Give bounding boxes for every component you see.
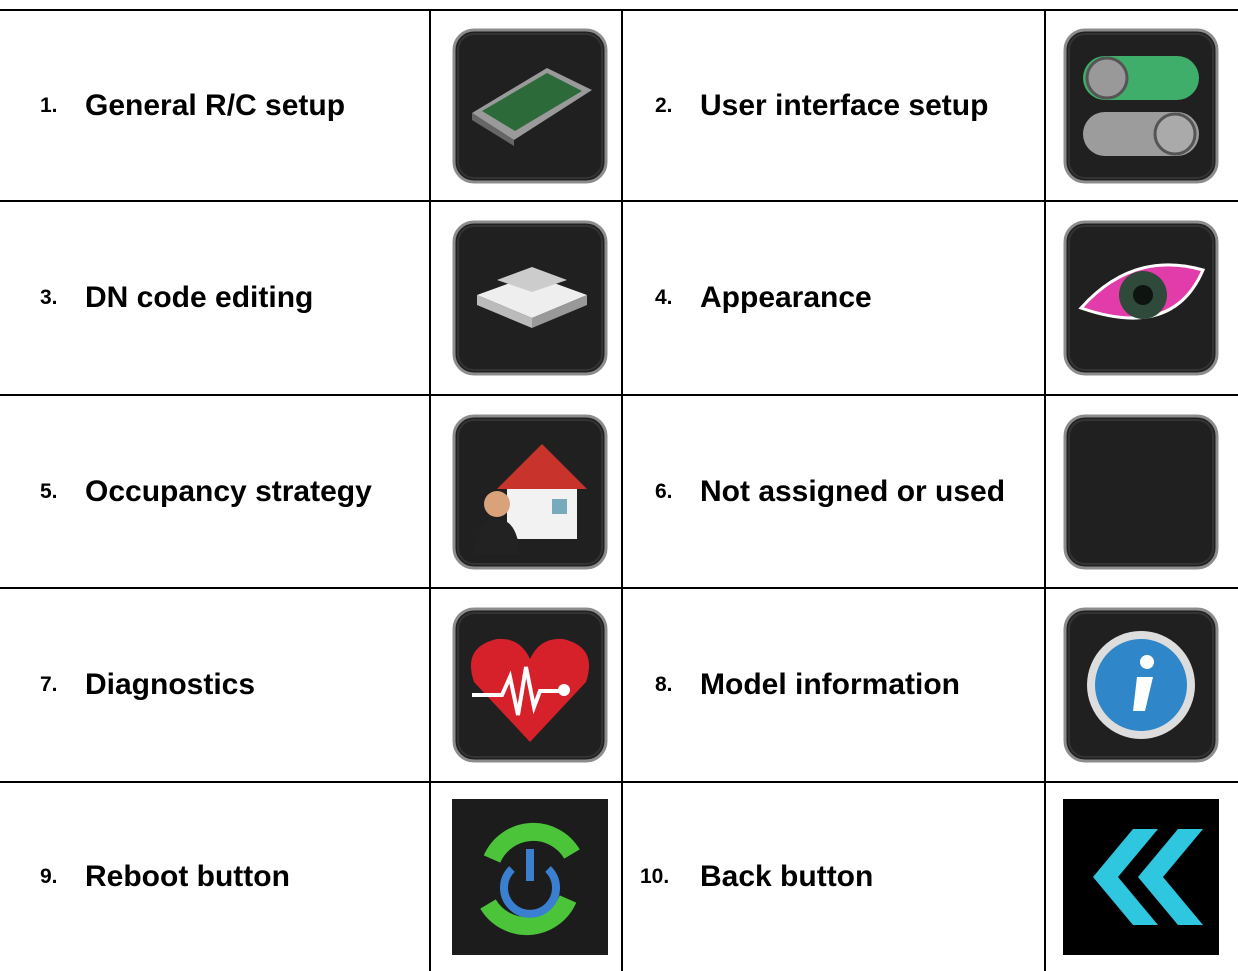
item-icon [452, 414, 608, 569]
item-label: General R/C setup [85, 88, 346, 122]
icon-shape [1068, 418, 1214, 565]
menu-item: 4. Appearance [655, 278, 872, 318]
column-border [429, 10, 431, 971]
item-icon [1063, 798, 1219, 955]
row-border [0, 200, 1238, 202]
item-label: Diagnostics [85, 668, 256, 701]
icon-shape [482, 72, 582, 131]
icon-shape [497, 267, 567, 292]
item-icon [452, 220, 608, 376]
item-number: 7. [40, 673, 58, 696]
menu-item: 2. User interface setup [655, 86, 988, 126]
menu-item: 3. DN code editing [40, 278, 313, 318]
icon-shape [1153, 112, 1197, 155]
icon-shape [484, 490, 510, 517]
icon-shape [1140, 655, 1154, 669]
icon-shape [483, 822, 580, 863]
icon-shape [472, 666, 562, 716]
icon-shape [1085, 56, 1129, 99]
item-label: Occupancy strategy [85, 474, 372, 508]
row-border [0, 394, 1238, 396]
item-label: Not assigned or used [700, 474, 1006, 508]
icon-shape [500, 865, 560, 918]
icon-shape [1138, 828, 1203, 925]
item-number: 9. [40, 864, 58, 888]
item-label: Back button [700, 859, 874, 893]
item-number: 4. [655, 286, 673, 309]
menu-item: 8. Model information [655, 665, 960, 705]
icon-shape [552, 498, 567, 514]
icon-shape [472, 112, 514, 146]
icon-shape [1068, 32, 1214, 179]
icon-shape [1068, 612, 1214, 758]
icon-shape [1063, 28, 1219, 183]
item-label: Model information [700, 668, 960, 701]
menu-item: 6. Not assigned or used [655, 472, 1005, 512]
icon-shape [1068, 225, 1214, 371]
icon-shape [1063, 414, 1219, 569]
menu-item: 7. Diagnostics [40, 665, 255, 705]
item-number: 3. [40, 286, 58, 309]
item-number: 10. [640, 864, 670, 888]
icon-shape [558, 684, 570, 696]
icon-shape [480, 894, 577, 935]
icon-shape [474, 518, 520, 554]
item-label: Reboot button [85, 859, 290, 893]
item-icon [1063, 414, 1219, 569]
menu-item: 1. General R/C setup [40, 86, 345, 126]
item-label: User interface setup [700, 88, 989, 122]
item-label: Appearance [700, 281, 872, 314]
item-icon [1063, 28, 1219, 183]
row-border [0, 9, 1238, 11]
icon-shape [1133, 677, 1153, 711]
item-icon [1063, 220, 1219, 376]
icon-shape [1133, 285, 1153, 305]
row-border [0, 781, 1238, 783]
menu-item: 10. Back button [640, 857, 873, 897]
item-icon [452, 28, 608, 183]
item-number: 5. [40, 479, 58, 503]
item-icon [1063, 607, 1219, 763]
column-border [621, 10, 623, 971]
column-border [1044, 10, 1046, 971]
icon-shape [532, 295, 587, 328]
icon-shape [1093, 828, 1158, 925]
icon-shape [477, 275, 587, 318]
icon-shape [457, 32, 603, 179]
icon-shape [457, 225, 603, 371]
icon-shape [457, 418, 603, 565]
icon-shape [457, 612, 603, 758]
item-number: 1. [40, 93, 58, 117]
item-number: 8. [655, 673, 673, 696]
menu-item: 5. Occupancy strategy [40, 472, 372, 512]
row-border [0, 587, 1238, 589]
item-label: DN code editing [85, 281, 314, 314]
menu-item: 9. Reboot button [40, 857, 290, 897]
icon-shape [497, 443, 587, 489]
item-icon [452, 798, 608, 955]
item-icon [452, 607, 608, 763]
item-number: 2. [655, 93, 673, 117]
icon-shape [477, 295, 532, 328]
item-number: 6. [655, 479, 673, 503]
